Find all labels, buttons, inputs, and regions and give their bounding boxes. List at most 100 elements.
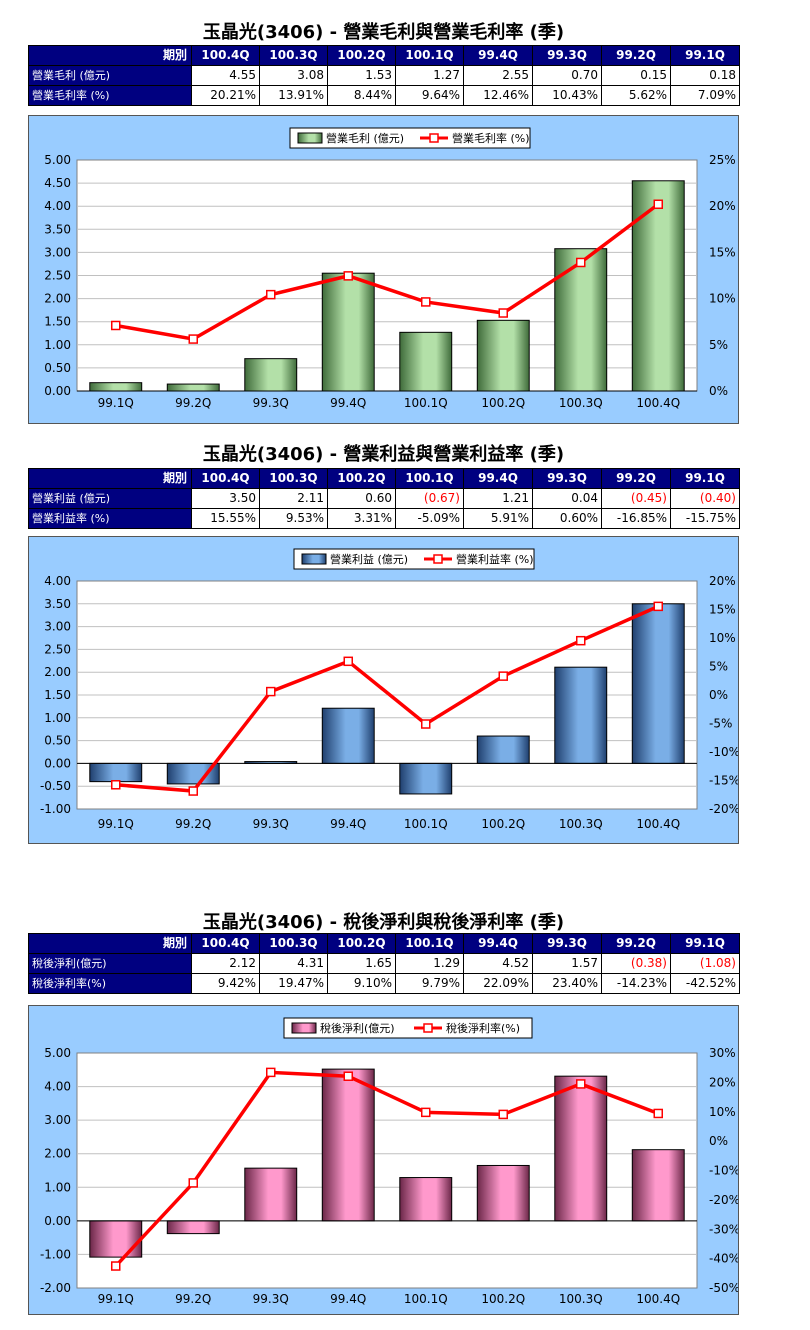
table-cell: 0.70	[532, 65, 602, 86]
table-row: 營業利益 (億元) 3.50 2.11 0.60 (0.67) 1.21 0.04 (0.45…	[28, 488, 740, 509]
left-axis-tick-label: 2.00	[44, 1147, 71, 1161]
row-label: 營業利益率 (%)	[28, 508, 192, 529]
table-cell: 1.53	[327, 65, 396, 86]
period-header: 100.1Q	[395, 933, 464, 954]
ratio-line	[115, 202, 660, 341]
legend-bar-label: 稅後淨利(億元)	[320, 1021, 395, 1035]
ratio-line	[114, 1070, 659, 1268]
line-point	[421, 1107, 431, 1118]
category-label: 99.1Q	[98, 817, 134, 831]
table-cell: 1.27	[395, 65, 464, 86]
table-cell: 4.52	[463, 953, 533, 974]
line-point	[266, 289, 276, 300]
section-2: 玉晶光(3406) - 營業利益與營業利益率 (季) 期別 100.4Q 100.3…	[28, 440, 740, 845]
line-point	[576, 1079, 586, 1089]
section-title: 玉晶光(3406) - 營業毛利與營業毛利率 (季)	[202, 22, 565, 43]
line-point	[421, 297, 431, 307]
period-header: 99.2Q	[601, 933, 671, 954]
category-label: 99.4Q	[330, 817, 366, 831]
line-point	[653, 1108, 663, 1119]
right-axis-tick-label: -40%	[709, 1252, 738, 1266]
table-cell: -42.52%	[670, 973, 740, 994]
left-axis-tick-label: 2.00	[44, 292, 71, 306]
line-point	[498, 671, 508, 681]
category-label: 100.2Q	[481, 1292, 525, 1306]
line-point	[343, 656, 353, 667]
table-cell: (1.08)	[670, 953, 740, 974]
right-axis-tick-label: 10%	[709, 292, 736, 306]
category-label: 100.2Q	[481, 396, 525, 410]
table-cell: 8.44%	[327, 85, 396, 106]
right-axis-tick-label: 0%	[709, 1134, 728, 1148]
right-axis-tick-label: 0%	[709, 688, 728, 702]
table-cell: (0.45)	[601, 488, 671, 509]
row-label: 營業毛利 (億元)	[28, 65, 192, 86]
period-header: 99.4Q	[463, 468, 533, 489]
legend-line-marker	[433, 554, 443, 564]
left-axis-tick-label: 5.00	[44, 153, 71, 167]
chart-area: 4.00 3.50 3.00 2.50 2.00 1.50 1.00 0.50 0.00 -0.5…	[28, 536, 740, 844]
period-header: 100.3Q	[259, 45, 328, 66]
period-header: 99.3Q	[532, 933, 602, 954]
category-label: 99.2Q	[175, 817, 211, 831]
right-axis-tick-label: -15%	[709, 774, 738, 788]
period-header: 100.3Q	[259, 468, 328, 489]
right-axis-tick-label: 10%	[709, 631, 736, 645]
section-3: 玉晶光(3406) - 稅後淨利與稅後淨利率 (季) 期別 100.4Q 100.3…	[28, 908, 740, 1318]
table-row: 營業毛利率 (%) 20.21% 13.91% 8.44% 9.64% 12.46% 10.…	[28, 85, 740, 106]
legend	[283, 1017, 533, 1039]
right-axis-tick-label: 15%	[709, 603, 736, 617]
bar	[321, 272, 375, 392]
combo-chart: 4.00 3.50 3.00 2.50 2.00 1.50 1.00 0.50 0.00 -0.5…	[40, 548, 740, 831]
bar	[166, 383, 220, 392]
line-point	[188, 786, 198, 796]
period-header: 99.4Q	[463, 45, 533, 66]
period-header: 99.3Q	[532, 45, 602, 66]
right-axis-tick-label: 25%	[709, 153, 736, 167]
row-label: 營業毛利率 (%)	[28, 85, 192, 106]
right-axis-tick-label: 20%	[709, 1075, 736, 1089]
bar	[321, 1068, 375, 1222]
category-label: 100.3Q	[559, 1292, 603, 1306]
table-cell: 0.60	[327, 488, 396, 509]
bar	[631, 1149, 685, 1222]
bar	[89, 1220, 143, 1258]
combo-chart: 5.00 4.50 4.00 3.50 3.00 2.50 2.00 1.50 1.00 0.50…	[44, 127, 736, 410]
table-cell: 9.42%	[191, 973, 260, 994]
category-label: 100.4Q	[636, 817, 680, 831]
line-point	[498, 1109, 508, 1120]
category-label: 99.1Q	[98, 396, 134, 410]
period-header: 100.2Q	[327, 45, 396, 66]
row-label: 稅後淨利(億元)	[28, 953, 192, 974]
left-axis-tick-label: 2.50	[44, 269, 71, 283]
period-header: 99.1Q	[670, 468, 740, 489]
right-axis-tick-label: -20%	[709, 1193, 738, 1207]
period-header: 100.1Q	[395, 45, 464, 66]
bar	[89, 762, 143, 783]
table-cell: (0.40)	[670, 488, 740, 509]
table-cell: 0.60%	[532, 508, 602, 529]
table-cell: 3.08	[259, 65, 328, 86]
category-label: 99.2Q	[175, 396, 211, 410]
period-header: 100.2Q	[327, 933, 396, 954]
category-label: 100.2Q	[481, 817, 525, 831]
section-title: 玉晶光(3406) - 營業利益與營業利益率 (季)	[202, 444, 565, 465]
table-cell: -15.75%	[670, 508, 740, 529]
line-point	[498, 308, 508, 318]
row-label: 營業利益 (億元)	[28, 488, 192, 509]
bar	[244, 358, 298, 392]
legend-line-marker	[423, 1023, 433, 1033]
table-cell: 2.11	[259, 488, 328, 509]
right-axis-tick-label: -10%	[709, 1164, 738, 1178]
category-label: 100.1Q	[404, 1292, 448, 1306]
table-row: 稅後淨利(億元) 2.12 4.31 1.65 1.29 4.52 1.57 (0.38) (1…	[28, 953, 740, 974]
bar	[476, 735, 530, 764]
table-cell: 9.53%	[259, 508, 328, 529]
table-cell: 15.55%	[191, 508, 260, 529]
table-cell: (0.67)	[395, 488, 464, 509]
right-axis-tick-label: 15%	[709, 245, 736, 259]
table-cell: (0.38)	[601, 953, 671, 974]
period-header: 99.3Q	[532, 468, 602, 489]
table-row: 營業毛利 (億元) 4.55 3.08 1.53 1.27 2.55 0.70 0.15 0.1…	[28, 65, 740, 86]
period-header: 100.3Q	[259, 933, 328, 954]
